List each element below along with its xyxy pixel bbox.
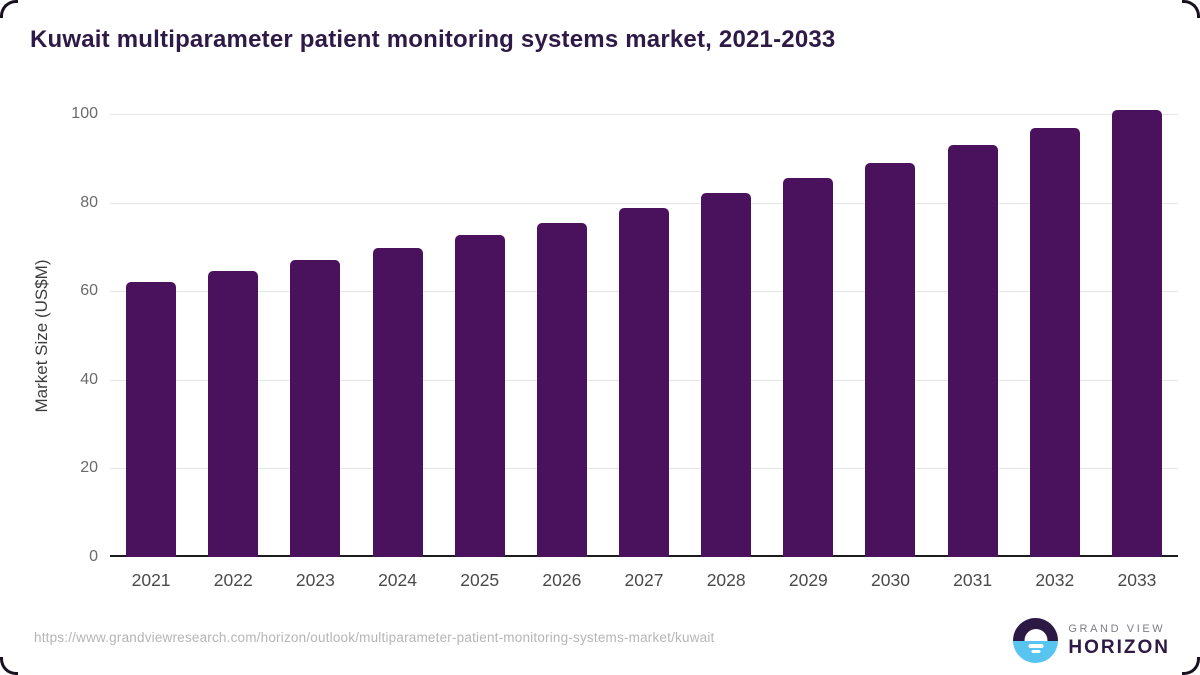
gridline-80 — [110, 202, 1178, 204]
bar-2029 — [783, 178, 834, 557]
bar-2025 — [454, 235, 505, 557]
bars-row: 2021 2022 2023 2024 2025 2026 2027 2028 2029 2030… — [110, 110, 1178, 590]
bar-band-2021: 2021 — [110, 114, 192, 590]
gridline-100 — [110, 114, 1178, 115]
x-tick-label-2024: 2024 — [378, 570, 418, 590]
bar-band-2022: 2022 — [192, 114, 274, 590]
x-tick-label-2026: 2026 — [542, 570, 582, 590]
y-tick-label-20: 20 — [80, 459, 98, 477]
x-tick-label-2029: 2029 — [788, 570, 828, 590]
bar-band-2031: 2031 — [932, 114, 1014, 590]
horizon-icon-reflection-2 — [1031, 650, 1041, 653]
horizon-sunrise-icon — [1013, 618, 1059, 663]
x-tick-label-2027: 2027 — [624, 570, 664, 590]
bar-band-2026: 2026 — [521, 114, 603, 590]
bar-2024 — [372, 247, 423, 557]
bar-2028 — [701, 193, 752, 557]
bar-band-2032: 2032 — [1014, 114, 1096, 590]
bar-band-2029: 2029 — [767, 114, 849, 590]
corner-mark-bottom-left — [0, 657, 18, 675]
bar-2027 — [619, 208, 670, 557]
grand-view-horizon-logo: GRAND VIEW HORIZON — [1013, 618, 1170, 663]
x-tick-label-2030: 2030 — [871, 570, 910, 590]
x-tick-label-2028: 2028 — [706, 570, 746, 590]
y-axis-title: Market Size (US$M) — [32, 259, 51, 413]
x-tick-label-2022: 2022 — [213, 570, 253, 590]
bar-2023 — [290, 260, 341, 557]
bar-band-2024: 2024 — [356, 114, 438, 590]
x-tick-label-2033: 2033 — [1117, 570, 1157, 590]
bar-2021 — [126, 282, 177, 557]
x-tick-label-2031: 2031 — [953, 570, 993, 590]
plot-area: 0 20 40 60 80 100 2021 2022 2023 2024 2025 2026 202… — [71, 105, 1178, 590]
x-tick-label-2023: 2023 — [295, 570, 335, 590]
bar-band-2033: 2033 — [1096, 110, 1178, 590]
logo-product-name: HORIZON — [1068, 636, 1170, 658]
y-tick-label-0: 0 — [89, 548, 98, 565]
logo-text: GRAND VIEW HORIZON — [1068, 623, 1170, 659]
bar-2032 — [1029, 127, 1080, 557]
bar-band-2027: 2027 — [603, 114, 685, 590]
horizon-icon-sun — [1024, 629, 1048, 641]
bar-2033 — [1111, 110, 1162, 557]
corner-mark-top-left — [0, 0, 18, 18]
bar-band-2028: 2028 — [685, 114, 767, 590]
y-tick-label-60: 60 — [80, 282, 98, 300]
logo-brand-name: GRAND VIEW — [1068, 622, 1166, 635]
source-url: https://www.grandviewresearch.com/horizo… — [34, 630, 715, 645]
bar-2026 — [536, 222, 587, 557]
bar-band-2023: 2023 — [274, 114, 356, 590]
corner-mark-bottom-right — [1182, 657, 1200, 675]
y-tick-label-80: 80 — [80, 193, 98, 211]
bar-2030 — [865, 162, 916, 557]
x-tick-label-2032: 2032 — [1035, 570, 1075, 590]
y-tick-label-40: 40 — [80, 370, 98, 388]
horizon-icon-reflection-1 — [1028, 644, 1044, 648]
corner-mark-top-right — [1182, 0, 1200, 18]
bar-2031 — [947, 145, 998, 557]
chart-title: Kuwait multiparameter patient monitoring… — [30, 26, 836, 53]
bar-band-2030: 2030 — [849, 114, 931, 590]
x-tick-label-2025: 2025 — [460, 570, 500, 590]
x-tick-label-2021: 2021 — [131, 570, 171, 590]
bar-2022 — [208, 271, 259, 557]
bar-band-2025: 2025 — [439, 114, 521, 590]
y-tick-label-100: 100 — [71, 105, 98, 122]
